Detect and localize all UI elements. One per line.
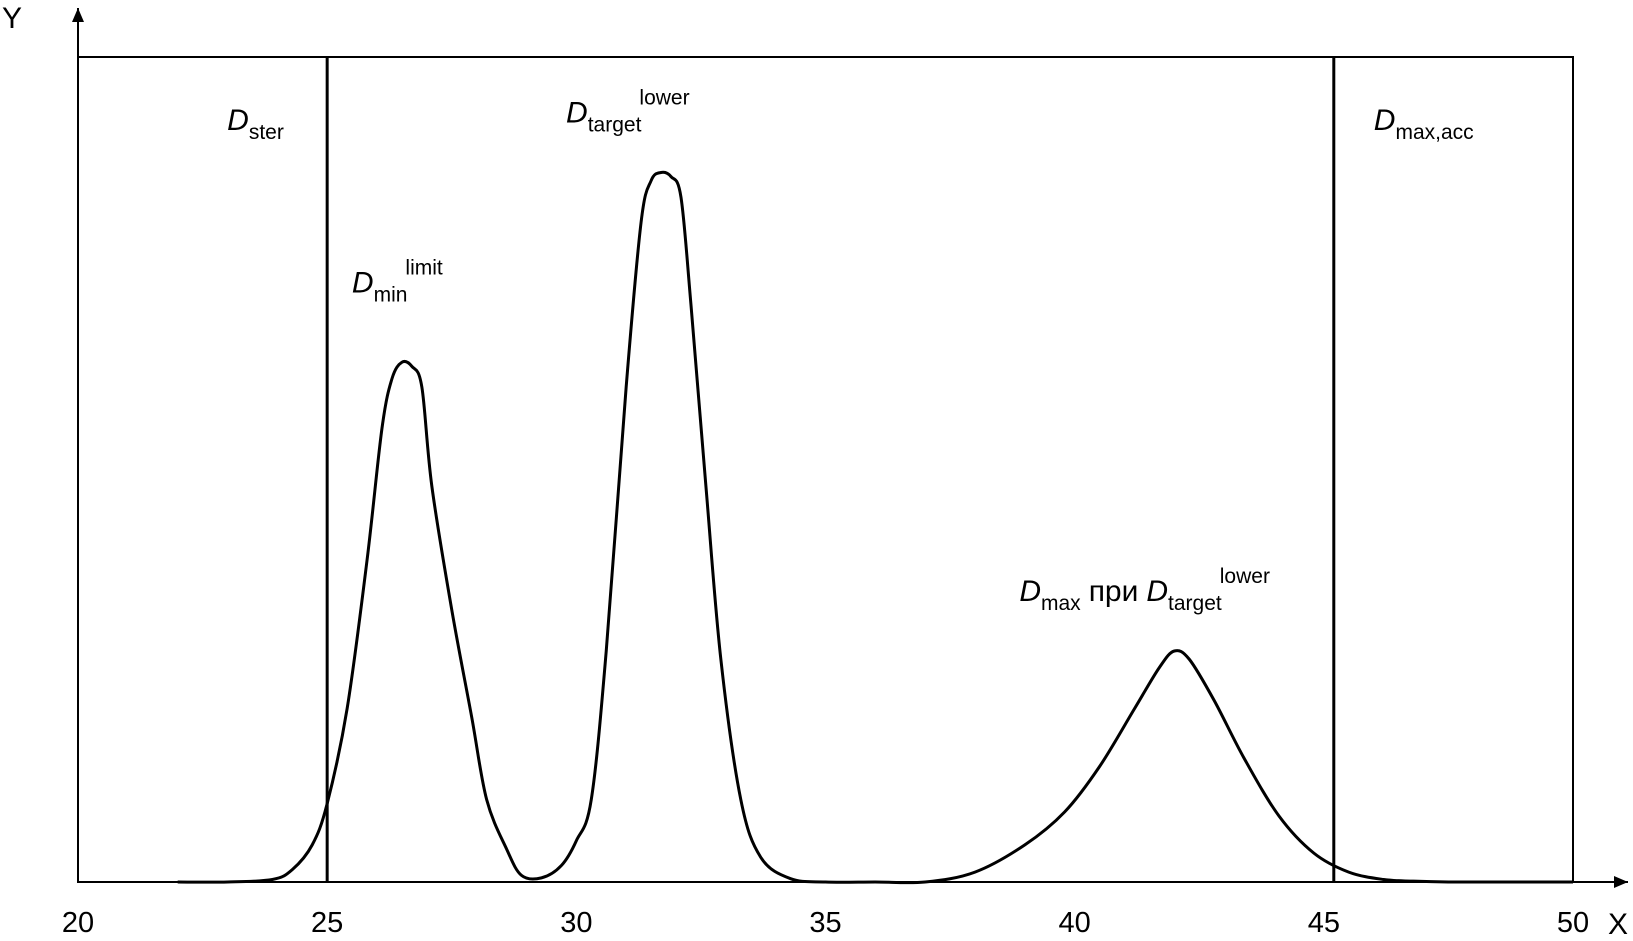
- peak-label-2-label_main: D: [1019, 575, 1041, 608]
- peak-label-2-label_sub: max: [1041, 592, 1081, 615]
- x-tick-label: 35: [809, 907, 841, 939]
- peak-label-1-label_sub: target: [588, 114, 642, 137]
- y-axis-label: Y: [2, 2, 22, 35]
- peak-label-1: Dtarget lower: [566, 87, 690, 137]
- vertical-line-label-0-label_sub: ster: [249, 121, 284, 144]
- vertical-line-label-1: Dmax,acc: [1374, 104, 1474, 144]
- peak-label-2-label_mid: при: [1089, 575, 1139, 608]
- x-tick-label: 40: [1059, 907, 1091, 939]
- peak-label-1-label_main: D: [566, 97, 588, 130]
- peak-label-0-label_main: D: [352, 266, 374, 299]
- x-tick-label: 30: [560, 907, 592, 939]
- x-tick-label: 25: [311, 907, 343, 939]
- vertical-line-label-0-label_main: D: [227, 104, 249, 137]
- peak-label-2: Dmax при Dtargetlower: [1019, 565, 1270, 615]
- y-axis-arrow-icon: [72, 8, 84, 22]
- peak-label-1-label_sup: lower: [639, 87, 689, 110]
- vertical-lines: [325, 57, 1336, 882]
- peak-label-0-label_sup: limit: [405, 256, 442, 279]
- peak-label-0-label_sub: min: [374, 283, 408, 306]
- vertical-line-label-0: Dster: [227, 104, 284, 144]
- x-tick-label: 45: [1308, 907, 1340, 939]
- x-tick-labels: 20 25 30 35 40 45 50: [62, 907, 1589, 939]
- x-tick-label: 20: [62, 907, 94, 939]
- distribution-curve: [177, 170, 1573, 885]
- vertical-line-label-1-label_main: D: [1374, 104, 1396, 137]
- plot-frame: [77, 56, 1574, 883]
- vertical-line-label-1-label_sub: max,acc: [1395, 121, 1473, 144]
- peak-label-2-label_main2: D: [1146, 575, 1168, 608]
- x-axis-label: X: [1608, 908, 1628, 941]
- peak-label-2-label_sup2: lower: [1220, 565, 1270, 588]
- peak-label-2-label_sub2: target: [1168, 592, 1222, 615]
- peak-label-0: Dmin limit: [352, 256, 443, 306]
- x-axis-arrow-icon: [1614, 876, 1628, 888]
- x-tick-label: 50: [1557, 907, 1589, 939]
